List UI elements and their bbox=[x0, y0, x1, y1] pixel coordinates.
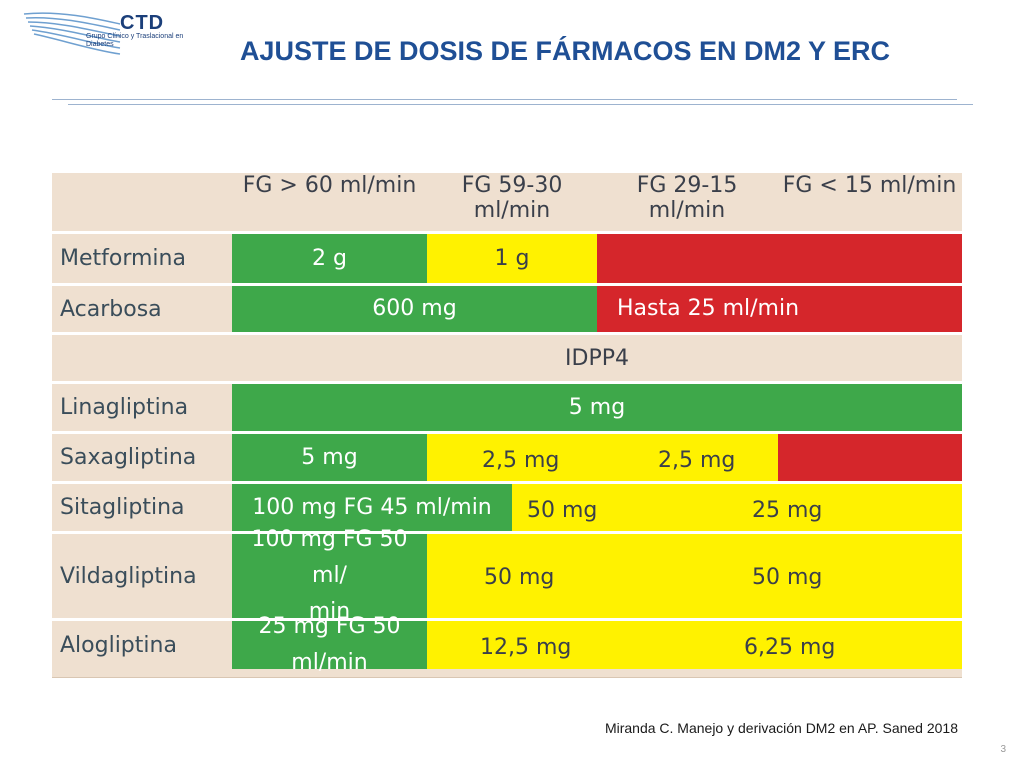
section-idpp4: IDPP4 bbox=[565, 346, 629, 371]
row-separator bbox=[52, 283, 962, 286]
drug-sitagliptina: Sitagliptina bbox=[60, 495, 185, 520]
drug-metformina: Metformina bbox=[60, 246, 186, 271]
header-fg-under-15: FG < 15 ml/min bbox=[782, 173, 957, 198]
page-number: 3 bbox=[1000, 744, 1006, 755]
ctd-logo bbox=[22, 10, 202, 56]
sitagliptina-yellow-band bbox=[512, 484, 962, 531]
header-fg-over-60: FG > 60 ml/min bbox=[242, 173, 417, 198]
metformina-fg-over-60: 2 g bbox=[232, 234, 427, 283]
row-separator bbox=[52, 531, 962, 534]
sitagliptina-mid-dose: 50 mg bbox=[527, 498, 598, 523]
alogliptina-mid-dose: 12,5 mg bbox=[480, 635, 572, 660]
vildagliptina-fg-over-50: 100 mg FG 50 ml/ min bbox=[232, 527, 427, 624]
vildagliptina-dose-line1: 100 mg FG 50 ml/ bbox=[251, 527, 408, 588]
drug-acarbosa: Acarbosa bbox=[60, 296, 162, 322]
acarbosa-limit: Hasta 25 ml/min bbox=[597, 286, 962, 332]
drug-vildagliptina: Vildagliptina bbox=[60, 563, 197, 589]
row-separator bbox=[52, 332, 962, 335]
alogliptina-yellow-band bbox=[427, 621, 962, 669]
vildagliptina-mid-dose: 50 mg bbox=[484, 565, 555, 590]
logo-subtitle: Grupo Clínico y Traslacional en Diabetes bbox=[86, 33, 184, 48]
alogliptina-fg-over-50: 25 mg FG 50 ml/min bbox=[232, 614, 427, 675]
row-separator bbox=[52, 381, 962, 384]
slide-title: AJUSTE DE DOSIS DE FÁRMACOS EN DM2 Y ERC bbox=[239, 36, 891, 66]
saxagliptina-fg-59-30: 2,5 mg bbox=[482, 448, 560, 473]
drug-alogliptina: Alogliptina bbox=[60, 632, 177, 658]
row-separator bbox=[52, 618, 962, 621]
row-separator bbox=[52, 481, 962, 484]
title-divider-secondary bbox=[68, 104, 973, 105]
metformina-contraindicated bbox=[597, 234, 962, 283]
citation: Miranda C. Manejo y derivación DM2 en AP… bbox=[604, 720, 958, 736]
logo-swoosh-icon bbox=[23, 12, 121, 55]
saxagliptina-contraindicated bbox=[778, 434, 962, 481]
header-fg-29-15: FG 29-15 ml/min bbox=[636, 173, 738, 223]
sitagliptina-low-dose: 25 mg bbox=[752, 498, 823, 523]
linagliptina-dose: 5 mg bbox=[232, 384, 962, 431]
logo-name: CTD bbox=[120, 12, 165, 34]
row-separator bbox=[52, 231, 962, 234]
vildagliptina-low-dose: 50 mg bbox=[752, 565, 823, 590]
acarbosa-dose: 600 mg bbox=[232, 286, 597, 332]
saxagliptina-fg-over-60: 5 mg bbox=[232, 434, 427, 481]
row-separator bbox=[52, 431, 962, 434]
title-divider bbox=[52, 99, 957, 100]
saxagliptina-yellow-band bbox=[427, 434, 778, 481]
saxagliptina-fg-29-15: 2,5 mg bbox=[658, 448, 736, 473]
metformina-fg-59-30: 1 g bbox=[427, 234, 597, 283]
alogliptina-low-dose: 6,25 mg bbox=[744, 635, 836, 660]
header-fg-59-30: FG 59-30 ml/min bbox=[461, 173, 563, 223]
sitagliptina-fg-over-45: 100 mg FG 45 ml/min bbox=[232, 484, 512, 531]
drug-linagliptina: Linagliptina bbox=[60, 395, 189, 420]
drug-saxagliptina: Saxagliptina bbox=[60, 445, 197, 470]
vildagliptina-yellow-band bbox=[427, 534, 962, 618]
dose-adjustment-table: FG > 60 ml/min FG 59-30 ml/min FG 29-15 … bbox=[52, 173, 962, 677]
